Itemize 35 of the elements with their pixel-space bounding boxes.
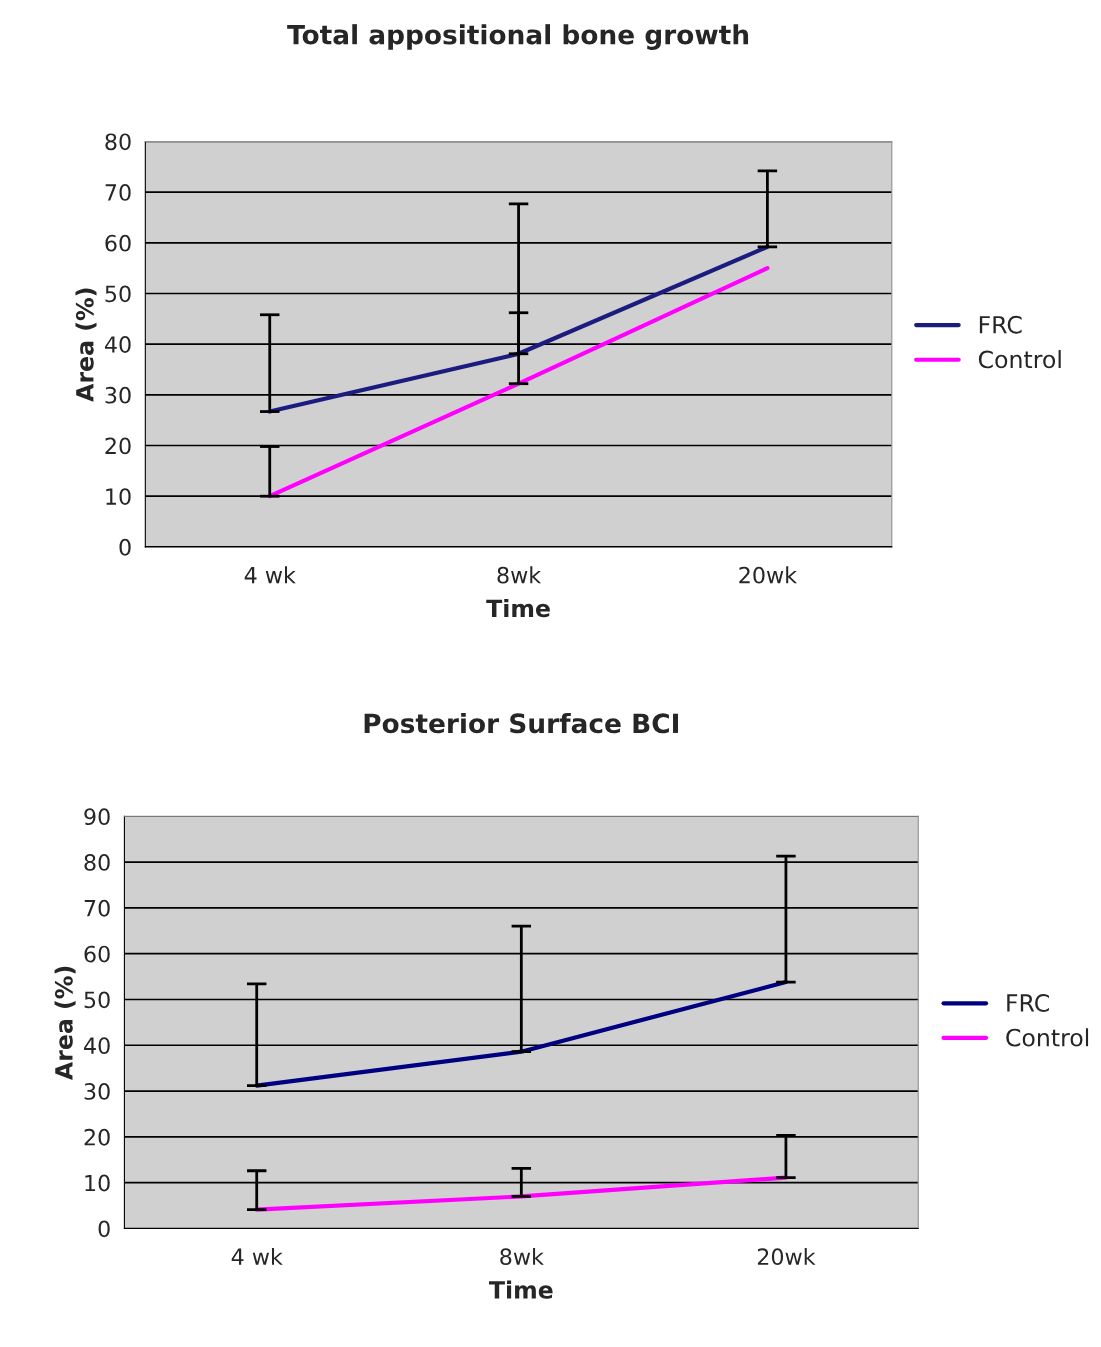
legend-label: Control [1006,1028,1089,1047]
y-tick-label: 10 [106,488,131,505]
y-axis-title: Area (%) [75,288,97,402]
x-tick-label: 4 wk [244,566,296,584]
y-tick-label: 30 [105,386,131,404]
x-tick-label: 4 wk [231,1247,283,1265]
y-tick-label: 30 [84,1083,110,1100]
y-tick-label: 0 [98,1220,110,1238]
y-tick-label: 60 [84,945,110,963]
y-tick-label: 70 [84,899,110,917]
x-axis-title: Time [489,1280,553,1299]
y-tick-label: 10 [85,1174,110,1192]
y-tick-label: 80 [84,854,110,871]
x-tick-label: 8wk [500,1247,544,1266]
x-tick-label: 8wk [497,566,542,584]
y-tick-label: 20 [105,437,131,455]
y-tick-label: 40 [104,336,131,353]
legend-label: FRC [1007,994,1049,1012]
y-tick-label: 20 [84,1128,110,1146]
legend-label: Control [978,350,1061,369]
y-tick-label: 60 [105,234,131,252]
chart-title: Total appositional bone growth [287,24,749,50]
y-tick-label: 40 [84,1037,110,1055]
y-tick-label: 80 [105,133,131,151]
y-tick-label: 90 [84,808,110,826]
x-axis-title: Time [486,598,550,618]
y-tick-label: 50 [105,285,131,303]
chart-title: Posterior Surface BCI [364,712,678,734]
x-tick-label: 20wk [739,566,797,584]
legend-label: FRC [979,315,1022,334]
y-axis-title: Area (%) [54,966,76,1080]
x-tick-label: 20wk [757,1247,816,1266]
y-tick-label: 70 [105,184,131,201]
y-tick-label: 50 [84,991,110,1009]
y-tick-label: 0 [119,538,131,556]
